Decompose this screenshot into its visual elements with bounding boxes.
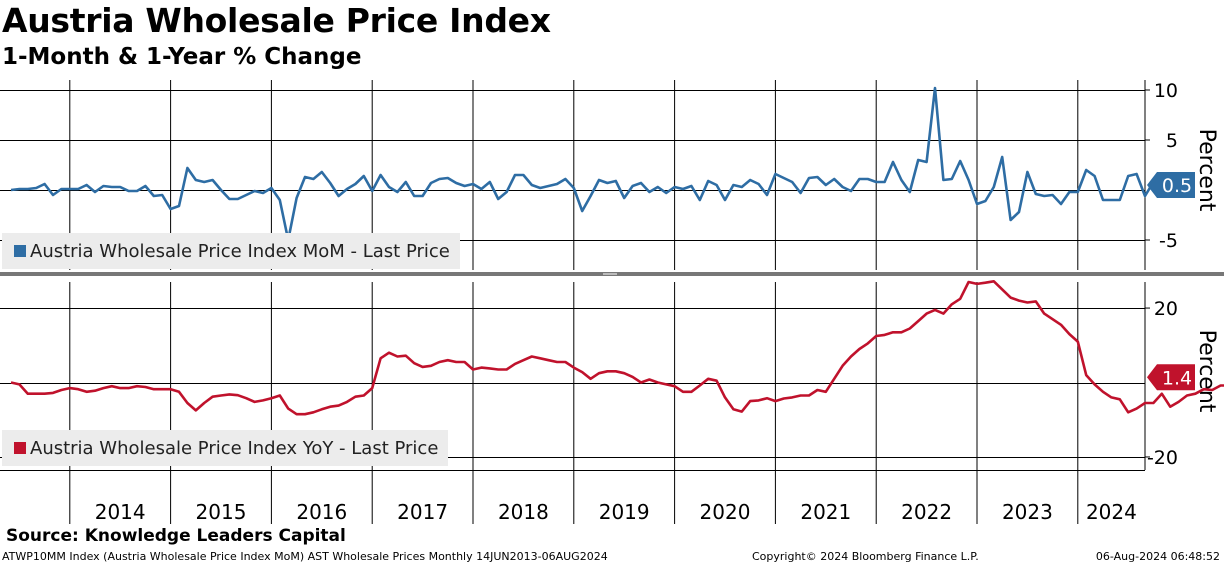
- x-tick-label: 2014: [95, 500, 146, 524]
- yoy-last-value-label: 1.4: [1162, 367, 1192, 389]
- copyright: Copyright© 2024 Bloomberg Finance L.P.: [752, 550, 979, 563]
- panel-separator-grip: [603, 273, 617, 275]
- timestamp: 06-Aug-2024 06:48:52: [1095, 550, 1220, 563]
- source-note: Source: Knowledge Leaders Capital: [6, 526, 346, 546]
- mom-last-value-label: 0.5: [1162, 175, 1192, 197]
- x-tick-label: 2019: [599, 500, 650, 524]
- page-title: Austria Wholesale Price Index: [2, 1, 551, 40]
- legend-mom-label: Austria Wholesale Price Index MoM - Last…: [30, 240, 450, 262]
- mom-last-value-flag: [1147, 172, 1195, 198]
- legend-mom-swatch: [14, 245, 26, 257]
- x-tick-label: 2021: [800, 500, 851, 524]
- page-subtitle: 1-Month & 1-Year % Change: [2, 44, 362, 70]
- mom-series-line: [10, 86, 1180, 242]
- legend-yoy-swatch: [14, 442, 26, 454]
- x-tick-label: 2018: [498, 500, 549, 524]
- yoy-y-axis-title: Percent: [1194, 330, 1219, 413]
- yoy-y-tick-label: -20: [1147, 447, 1178, 469]
- mom-y-tick-label: -5: [1159, 230, 1178, 252]
- mom-y-axis-title: Percent: [1194, 129, 1219, 212]
- x-tick-label: 2017: [397, 500, 448, 524]
- mom-y-tick-label: 5: [1166, 130, 1178, 152]
- yoy-last-value-flag: [1147, 364, 1195, 391]
- ticker-info: ATWP10MM Index (Austria Wholesale Price …: [2, 550, 608, 563]
- x-tick-label: 2024: [1086, 500, 1137, 524]
- yoy-y-tick-label: 20: [1154, 298, 1178, 320]
- legend-yoy: Austria Wholesale Price Index YoY - Last…: [2, 430, 449, 466]
- x-tick-label: 2015: [196, 500, 247, 524]
- x-tick-label: 2023: [1002, 500, 1053, 524]
- yoy-series-line: [10, 279, 1224, 416]
- mom-y-tick-label: 10: [1154, 80, 1178, 102]
- x-tick-label: 2022: [901, 500, 952, 524]
- x-tick-label: 2016: [296, 500, 347, 524]
- x-tick-label: 2020: [700, 500, 751, 524]
- legend-mom: Austria Wholesale Price Index MoM - Last…: [2, 233, 460, 269]
- legend-yoy-label: Austria Wholesale Price Index YoY - Last…: [30, 437, 439, 459]
